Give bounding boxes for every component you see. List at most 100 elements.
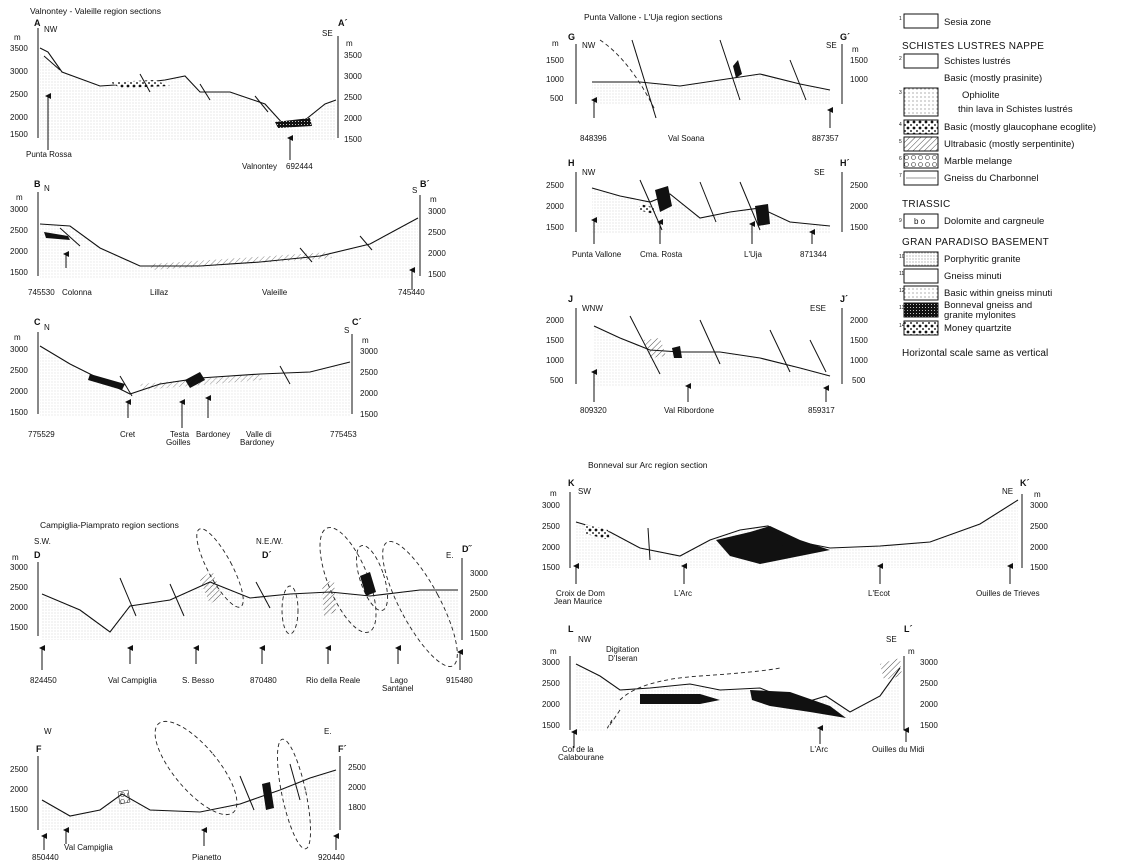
section-F-unit xyxy=(262,782,274,810)
legend-num: 1 xyxy=(899,16,902,22)
valnontey-sections: Valnontey - Valeille region sections A N… xyxy=(10,6,446,447)
tick-A-left-2: 3000 xyxy=(10,67,28,76)
unit-A-left: m xyxy=(14,33,21,42)
legend-swatch-porphyritic xyxy=(903,251,939,267)
tick-G-left-2: 1000 xyxy=(546,75,564,84)
place-calabourane: Calabourane xyxy=(558,753,604,762)
tick-A-right-1: 3500 xyxy=(344,51,362,60)
fault xyxy=(809,339,827,373)
section-C: C N C´ S m m 3000 2500 2000 1500 3000 25… xyxy=(10,317,378,447)
label-L-prime: L´ xyxy=(904,624,913,634)
tick-B-left-1: 3000 xyxy=(10,205,28,214)
place-870480: 870480 xyxy=(250,676,277,685)
tick-J-right-3: 1000 xyxy=(850,356,868,365)
label-J-prime: J´ xyxy=(840,294,848,304)
tick-H-right-1: 2500 xyxy=(850,181,868,190)
section-K-unit xyxy=(584,524,610,540)
legend-label: Basic within gneiss minuti xyxy=(944,288,1052,299)
section-K-fill xyxy=(576,500,1018,568)
label-B-prime: B´ xyxy=(420,179,430,189)
tick-D-right-3: 2000 xyxy=(470,609,488,618)
tick-A-right-3: 2500 xyxy=(344,93,362,102)
fault xyxy=(769,529,791,557)
dir-F-left: W xyxy=(44,727,52,736)
dir-D-right: E. xyxy=(446,551,454,560)
fault xyxy=(139,73,151,93)
place-775453: 775453 xyxy=(330,430,357,439)
legend-swatch-letters: b o xyxy=(914,217,926,226)
dir-A-left: NW xyxy=(44,25,58,34)
place-luja: L'Uja xyxy=(744,250,763,259)
tick-C-left-2: 2500 xyxy=(10,366,28,375)
fault xyxy=(119,577,137,617)
place-920440: 920440 xyxy=(318,853,345,862)
place-rio-della-reale: Rio della Reale xyxy=(306,676,361,685)
place-cret: Cret xyxy=(120,430,136,439)
place-testa: Testa xyxy=(170,430,190,439)
section-L: L NW m L´ SE m Digitation D'Iseran 3000 … xyxy=(542,624,938,762)
legend-heading-gran-paradiso: GRAN PARADISO BASEMENT xyxy=(902,237,1049,248)
legend-swatch-ultrabasic xyxy=(903,136,939,152)
unit-B-right: m xyxy=(430,195,437,204)
place-745530: 745530 xyxy=(28,288,55,297)
label-G-prime: G´ xyxy=(840,32,850,42)
label-J: J xyxy=(568,294,573,304)
section-B-unit-2 xyxy=(150,252,332,270)
legend-label: Ophiolite xyxy=(962,90,1000,101)
tick-L-left-4: 1500 xyxy=(542,721,560,730)
tick-B-left-2: 2500 xyxy=(10,226,28,235)
section-L-fill xyxy=(576,664,900,732)
fold-closure xyxy=(277,738,311,850)
tick-K-left-3: 2000 xyxy=(542,543,560,552)
tick-K-left-1: 3000 xyxy=(542,501,560,510)
section-D-unit-3 xyxy=(360,572,376,596)
campiglia-title: Campiglia-Piamprato region sections xyxy=(40,520,179,530)
place-jean-maurice: Jean Maurice xyxy=(554,597,603,606)
place-lecot: L'Ecot xyxy=(868,589,891,598)
legend: 1 Sesia zone SCHISTES LUSTRES NAPPE 2 Sc… xyxy=(899,13,1096,359)
fault xyxy=(699,181,717,223)
tick-J-right-2: 1500 xyxy=(850,336,868,345)
label-K-prime: K´ xyxy=(1020,478,1030,488)
fold-closure xyxy=(281,585,299,635)
place-859317: 859317 xyxy=(808,406,835,415)
legend-swatch-bonneval-gneiss xyxy=(903,302,939,318)
section-J-profile xyxy=(593,325,831,377)
legend-swatch-sesia xyxy=(903,13,939,29)
tick-K-right-4: 1500 xyxy=(1030,563,1048,572)
bonneval-title: Bonneval sur Arc region section xyxy=(588,460,708,470)
section-A-fill xyxy=(40,54,336,140)
place-pianetto: Pianetto xyxy=(192,853,222,862)
unit-L-left: m xyxy=(550,647,557,656)
section-B: B N B´ S m m 3000 2500 2000 1500 3000 25… xyxy=(10,179,446,297)
tick-F-left-3: 1500 xyxy=(10,805,28,814)
legend-swatch-schistes xyxy=(903,53,939,69)
place-col-de-la: Col de la xyxy=(562,745,594,754)
label-C: C xyxy=(34,317,41,327)
label-L: L xyxy=(568,624,574,634)
tick-K-left-2: 2500 xyxy=(542,522,560,531)
legend-item-sesia: 1 Sesia zone xyxy=(899,13,991,29)
place-larc-l: L'Arc xyxy=(810,745,828,754)
legend-label-basic: Basic (mostly prasinite) xyxy=(944,73,1042,84)
punta-vallone-sections: Punta Vallone - L'Uja region sections G … xyxy=(546,12,868,415)
label-K: K xyxy=(568,478,575,488)
label-A-prime: A´ xyxy=(338,18,348,28)
tick-C-right-4: 1500 xyxy=(360,410,378,419)
tick-K-right-3: 2000 xyxy=(1030,543,1048,552)
section-G-fold-trace xyxy=(599,39,656,111)
dir-L-right: SE xyxy=(886,635,897,644)
fault xyxy=(289,763,301,801)
tick-F-left-2: 2000 xyxy=(10,785,28,794)
section-D-fill xyxy=(42,582,458,640)
legend-num: 3 xyxy=(899,90,902,96)
tick-D-left-1: 3000 xyxy=(10,563,28,572)
legend-swatch-marble xyxy=(903,153,939,169)
tick-D-left-2: 2500 xyxy=(10,583,28,592)
label-H-prime: H´ xyxy=(840,158,850,168)
dir-J-right: ESE xyxy=(810,304,826,313)
dir-H-left: NW xyxy=(582,168,596,177)
legend-num: 9 xyxy=(899,218,902,224)
unit-L-right: m xyxy=(908,647,915,656)
